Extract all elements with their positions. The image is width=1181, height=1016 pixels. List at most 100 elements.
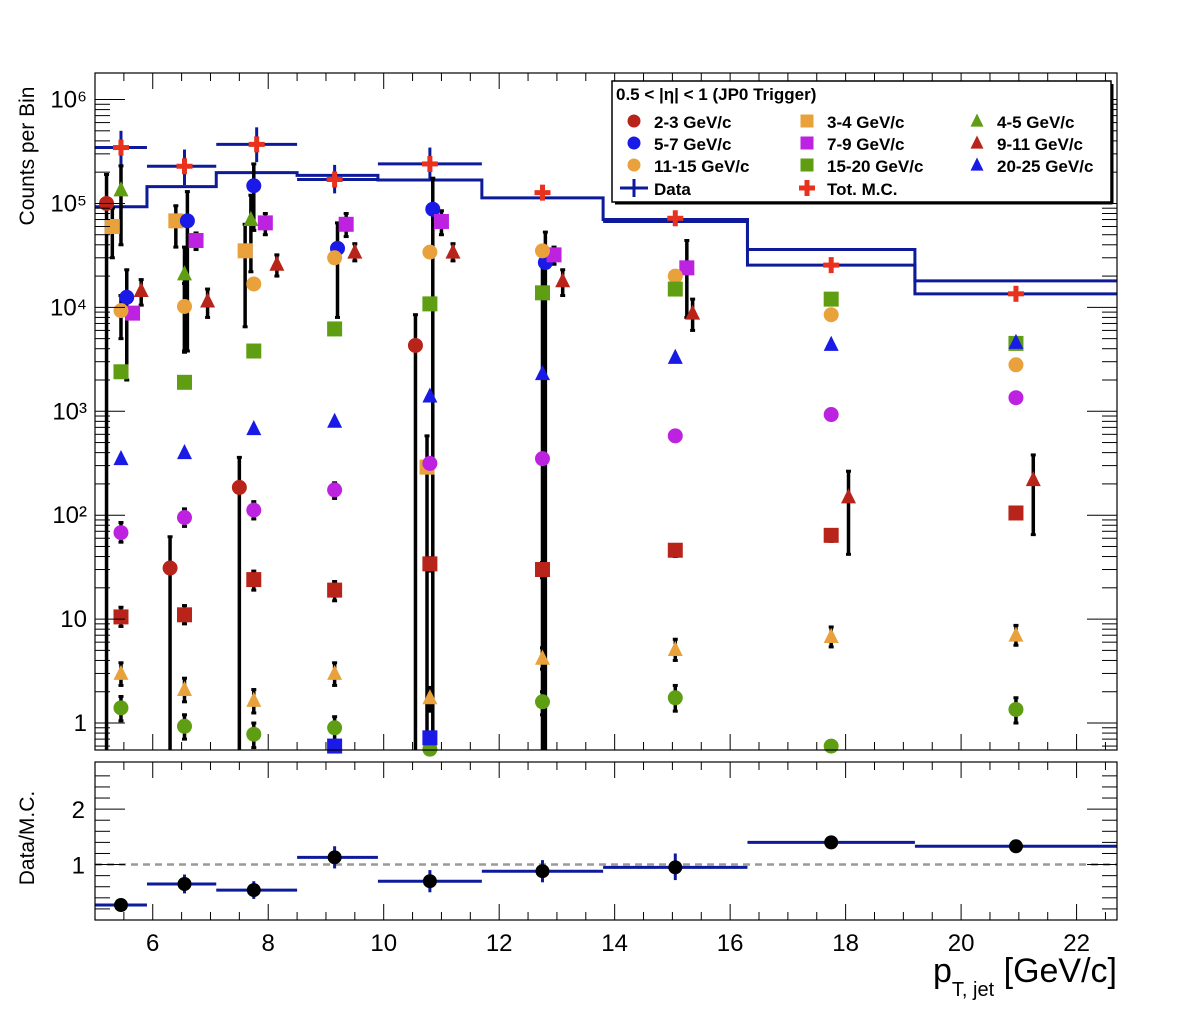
point-s9_11-4 (445, 243, 461, 259)
point-s11_15-0 (113, 303, 129, 319)
point-s3_4-2 (237, 243, 253, 259)
point-s2_3-1 (162, 560, 178, 576)
point-s9_11-0 (133, 281, 149, 298)
point-s9_11_high-1 (1025, 470, 1041, 487)
errbar-s9_11_high-1 (1030, 453, 1036, 537)
x-tick-label-2: 10 (370, 930, 397, 957)
point-s5_7-4 (425, 201, 441, 217)
legend-marker-totmc-v (804, 180, 810, 196)
bottom-y-tick-label-0: 1 (72, 853, 85, 880)
errbar-s5_7-0 (124, 268, 130, 382)
point-s3_4_low-6 (667, 640, 683, 656)
top-y-axis-label: Counts per Bin (16, 87, 39, 226)
top-y-tick-label-3: 10³ (52, 398, 87, 425)
point-s4_5_low-6 (667, 690, 683, 706)
point-s3_4-0 (104, 218, 120, 234)
point-s2_3-3 (407, 337, 423, 353)
point-totmc-6-v (672, 210, 678, 227)
point-totmc-5-v (539, 184, 545, 201)
errbar-s15_20-5 (539, 261, 545, 750)
point-s5_7_low-0 (327, 738, 343, 754)
point-s9_11_low-8 (1008, 505, 1024, 521)
point-s7_9_low-0 (113, 525, 129, 541)
point-totmc-3-v (332, 171, 338, 188)
point-totmc-5 (534, 184, 551, 201)
point-s11_15-2 (246, 276, 262, 292)
point-s7_9_low-2 (246, 502, 262, 518)
x-axis-label-main: p (933, 952, 952, 990)
point-s15_20-1 (176, 374, 192, 390)
ratio-marker-1 (177, 876, 192, 891)
ratio-point-2 (216, 881, 298, 899)
top-y-tick-label-1: 10 (60, 606, 87, 633)
point-s20_25-2 (246, 420, 262, 436)
point-s4_5_low-7 (823, 738, 839, 754)
point-s3_4_low-4 (422, 689, 438, 705)
legend-marker-s4_5 (970, 113, 984, 127)
point-s5_7_low-1 (422, 730, 438, 746)
legend-label-s3_4: 3-4 GeV/c (827, 113, 905, 132)
errbar-s5_7-3 (335, 221, 341, 319)
point-s7_9_low-6 (667, 428, 683, 444)
point-s20_25-1 (176, 444, 192, 460)
point-totmc-3 (326, 171, 343, 188)
point-s9_11-2 (269, 255, 285, 271)
x-axis-label-sub: T, jet (952, 979, 995, 1001)
point-s7_9-1 (188, 232, 204, 248)
point-totmc-2 (248, 136, 265, 153)
bottom-plot-marks (95, 835, 1117, 913)
point-s3_4_low-5 (534, 649, 550, 665)
errbar-s2_3-2 (236, 455, 242, 750)
top-y-tick-label-6: 10⁶ (50, 87, 87, 114)
point-s7_9_low-8 (1008, 390, 1024, 406)
legend-label-data: Data (654, 180, 691, 199)
point-s7_9_low-4 (422, 455, 438, 471)
legend-marker-totmc (799, 180, 815, 196)
legend-marker-s9_11 (970, 135, 984, 149)
point-s3_4_low-1 (176, 680, 192, 697)
top-axes: 1 10 10² 10³ 10⁴ 10⁵ 10⁶ (50, 73, 1117, 750)
point-s4_5_low-3 (327, 720, 343, 736)
point-s15_20-2 (246, 343, 262, 359)
bottom-plot-frame (94, 761, 1118, 921)
ratio-marker-5 (535, 864, 550, 879)
point-totmc-1-v (181, 158, 187, 175)
point-totmc-7 (823, 257, 840, 274)
legend-marker-s11_15 (627, 158, 641, 172)
ratio-marker-6 (668, 860, 683, 875)
legend-label-s9_11: 9-11 GeV/c (997, 135, 1083, 154)
errbar-s7_9-6 (684, 238, 690, 319)
point-s20_25-7 (823, 335, 839, 351)
point-totmc-8 (1007, 285, 1024, 302)
point-s5_7-0 (119, 289, 135, 305)
point-s11_15-8 (1008, 357, 1024, 373)
errbar-s2_3-0 (104, 172, 110, 750)
point-s3_4_low-7 (823, 627, 839, 643)
point-s9_11_low-7 (823, 527, 839, 543)
bottom-y-axis-label: Data/M.C. (16, 791, 39, 886)
ratio-point-8 (914, 839, 1117, 854)
point-s7_9-0 (125, 305, 141, 321)
point-s11_15-1 (176, 298, 192, 314)
legend-marker-s15_20 (800, 158, 814, 172)
point-s4_5_low-1 (176, 718, 192, 734)
point-s9_11-3 (347, 243, 363, 259)
point-s2_3-2 (231, 479, 247, 495)
errbar-s3_4-2 (242, 222, 248, 329)
ratio-point-6 (603, 853, 748, 881)
ratio-point-5 (481, 860, 604, 883)
legend-label-totmc: Tot. M.C. (827, 180, 898, 199)
top-y-tick-label-4: 10⁴ (50, 294, 87, 321)
x-axis-label: pT, jet [GeV/c] (933, 952, 1117, 1001)
point-totmc-6 (667, 210, 684, 227)
point-s15_20-0 (113, 364, 129, 380)
point-s7_9-4 (433, 214, 449, 230)
top-y-tick-label-2: 10² (52, 502, 87, 529)
point-s9_11_low-5 (534, 562, 550, 578)
x-tick-label-5: 16 (717, 930, 744, 957)
x-tick-label-4: 14 (601, 930, 628, 957)
point-s7_9_low-7 (823, 407, 839, 423)
point-s7_9_low-1 (176, 510, 192, 526)
